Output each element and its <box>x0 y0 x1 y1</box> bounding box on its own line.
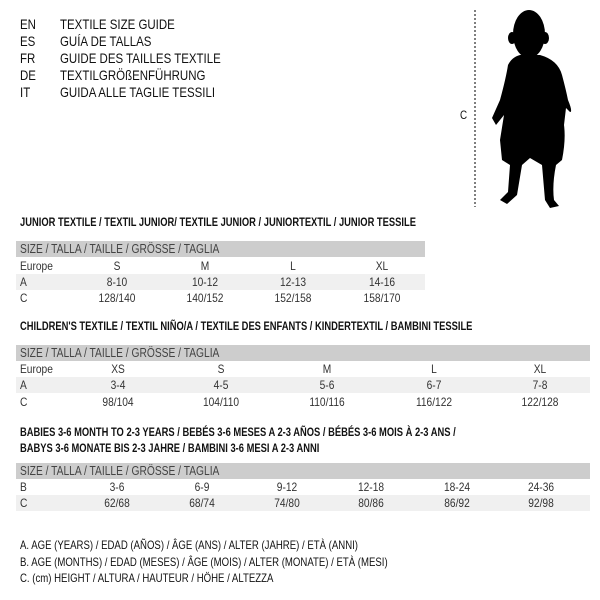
table-cell: 14-16 <box>368 275 396 289</box>
lang-code-fr: FR <box>20 50 36 66</box>
table-header-label: SIZE / TALLA / TAILLE / GRÖSSE / TAGLIA <box>20 464 220 478</box>
legend-c: C. (cm) HEIGHT / ALTURA / HAUTEUR / HÖHE… <box>20 571 274 585</box>
table-cell: 122/128 <box>521 395 559 409</box>
row-label: C <box>20 395 28 409</box>
lang-title-es: GUÍA DE TALLAS <box>60 33 152 49</box>
table-cell: 3-4 <box>110 378 126 392</box>
table-header-band: SIZE / TALLA / TAILLE / GRÖSSE / TAGLIA <box>16 463 590 479</box>
table-cell: 4-5 <box>213 378 229 392</box>
lang-title-de: TEXTILGRÖßENFÜHRUNG <box>60 67 206 83</box>
lang-code-de: DE <box>20 67 36 83</box>
table-cell: XS <box>111 362 125 376</box>
table-header-label: SIZE / TALLA / TAILLE / GRÖSSE / TAGLIA <box>20 242 220 256</box>
baby-silhouette-icon <box>474 10 572 208</box>
row-label: C <box>20 496 28 510</box>
table-cell: XL <box>533 362 547 376</box>
row-shade <box>16 274 425 290</box>
table-cell: 98/104 <box>102 395 134 409</box>
table-title: BABIES 3-6 MONTH TO 2-3 YEARS / BEBÉS 3-… <box>20 425 456 439</box>
table-cell: 9-12 <box>276 480 298 494</box>
height-label: C <box>460 108 468 122</box>
row-label: A <box>20 275 27 289</box>
table-cell: 6-9 <box>194 480 210 494</box>
row-shade <box>16 495 590 511</box>
table-cell: 86/92 <box>444 496 470 510</box>
table-cell: 7-8 <box>532 378 548 392</box>
table-title-line2: BABYS 3-6 MONATE BIS 2-3 JAHRE / BAMBINI… <box>20 441 320 455</box>
table-header-band: SIZE / TALLA / TAILLE / GRÖSSE / TAGLIA <box>16 241 425 257</box>
table-cell: M <box>322 362 332 376</box>
row-label: B <box>20 480 27 494</box>
lang-code-es: ES <box>20 33 36 49</box>
row-label: Europe <box>20 362 53 376</box>
table-cell: 128/140 <box>98 291 136 305</box>
table-cell: S <box>113 259 121 273</box>
table-cell: 110/116 <box>309 395 345 409</box>
table-cell: 10-12 <box>191 275 219 289</box>
table-cell: M <box>200 259 210 273</box>
lang-code-it: IT <box>20 84 31 100</box>
table-cell: 92/98 <box>528 496 554 510</box>
legend-b: B. AGE (MONTHS) / EDAD (MESES) / ÂGE (MO… <box>20 555 388 569</box>
table-cell: 152/158 <box>274 291 312 305</box>
table-cell: 5-6 <box>319 378 335 392</box>
table-cell: 140/152 <box>186 291 224 305</box>
table-title: CHILDREN'S TEXTILE / TEXTIL NIÑO/A / TEX… <box>20 319 473 333</box>
table-cell: 12-13 <box>279 275 307 289</box>
legend-a: A. AGE (YEARS) / EDAD (AÑOS) / ÂGE (ANS)… <box>20 538 359 552</box>
lang-code-en: EN <box>20 16 36 32</box>
table-cell: XL <box>375 259 389 273</box>
row-shade <box>16 377 590 393</box>
lang-title-en: TEXTILE SIZE GUIDE <box>60 16 175 32</box>
table-cell: 6-7 <box>426 378 442 392</box>
table-cell: 3-6 <box>109 480 125 494</box>
table-cell: 18-24 <box>443 480 471 494</box>
table-cell: L <box>431 362 437 376</box>
table-cell: 8-10 <box>106 275 128 289</box>
table-cell: 158/170 <box>363 291 401 305</box>
table-cell: 68/74 <box>189 496 215 510</box>
row-label: Europe <box>20 259 53 273</box>
lang-title-it: GUIDA ALLE TAGLIE TESSILI <box>60 84 216 100</box>
table-cell: 80/86 <box>358 496 384 510</box>
table-cell: 104/110 <box>202 395 240 409</box>
table-cell: 62/68 <box>104 496 130 510</box>
row-label: C <box>20 291 28 305</box>
table-cell: 74/80 <box>274 496 300 510</box>
table-cell: L <box>290 259 296 273</box>
lang-title-fr: GUIDE DES TAILLES TEXTILE <box>60 50 221 66</box>
table-cell: S <box>217 362 225 376</box>
table-header-band: SIZE / TALLA / TAILLE / GRÖSSE / TAGLIA <box>16 345 590 361</box>
table-cell: 116/122 <box>415 395 453 409</box>
table-header-label: SIZE / TALLA / TAILLE / GRÖSSE / TAGLIA <box>20 346 220 360</box>
table-cell: 12-18 <box>357 480 385 494</box>
table-cell: 24-36 <box>527 480 555 494</box>
table-title: JUNIOR TEXTILE / TEXTIL JUNIOR/ TEXTILE … <box>20 215 416 229</box>
row-label: A <box>20 378 27 392</box>
